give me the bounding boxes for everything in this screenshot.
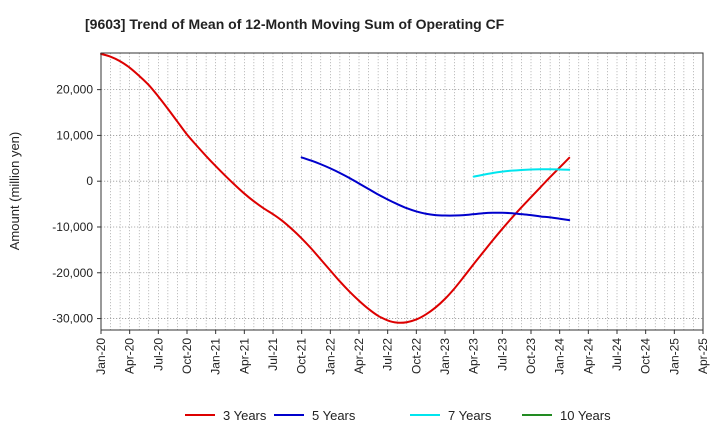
x-tick-label: Jan-24 bbox=[553, 338, 567, 375]
series-line-3-years bbox=[100, 52, 571, 324]
x-tick-label: Apr-25 bbox=[696, 338, 710, 374]
legend-label-3-years: 3 Years bbox=[223, 408, 267, 423]
series-line-5-years bbox=[300, 156, 571, 222]
x-tick-label: Oct-22 bbox=[409, 338, 423, 374]
y-tick-label: 10,000 bbox=[56, 128, 93, 142]
plot-frame bbox=[100, 52, 704, 331]
x-tick-label: Jan-23 bbox=[438, 338, 452, 375]
x-axis-ticks: Jan-20 Apr-20 Jul-20 Oct-20 Jan-21 Apr-21 Jul-… bbox=[94, 330, 710, 375]
series-line-7-years bbox=[472, 168, 571, 178]
x-tick-label: Apr-21 bbox=[237, 338, 251, 374]
x-tick-label: Jan-21 bbox=[209, 338, 223, 375]
y-axis-label: Amount (million yen) bbox=[7, 132, 22, 251]
x-tick-label: Apr-24 bbox=[581, 338, 595, 374]
x-tick-label: Jan-25 bbox=[667, 338, 681, 375]
x-tick-label: Oct-23 bbox=[524, 338, 538, 374]
x-tick-label: Oct-24 bbox=[639, 338, 653, 374]
y-tick-label: 20,000 bbox=[56, 83, 93, 97]
x-tick-label: Jul-21 bbox=[266, 338, 280, 371]
x-tick-label: Apr-20 bbox=[123, 338, 137, 374]
x-tick-label: Apr-23 bbox=[467, 338, 481, 374]
legend-label-10-years: 10 Years bbox=[560, 408, 611, 423]
legend-label-7-years: 7 Years bbox=[448, 408, 492, 423]
x-tick-label: Jul-20 bbox=[151, 338, 165, 371]
y-tick-label: 0 bbox=[86, 174, 93, 188]
x-tick-label: Oct-20 bbox=[180, 338, 194, 374]
x-tick-label: Jan-22 bbox=[323, 338, 337, 375]
x-tick-label: Jul-23 bbox=[495, 338, 509, 371]
y-tick-label: -20,000 bbox=[52, 266, 93, 280]
y-axis-ticks: 20,000 10,000 0 -10,000 -20,000 -30,000 bbox=[52, 83, 101, 326]
x-tick-label: Jul-22 bbox=[381, 338, 395, 371]
x-tick-label: Jul-24 bbox=[610, 338, 624, 371]
x-tick-label: Oct-21 bbox=[295, 338, 309, 374]
chart-title: [9603] Trend of Mean of 12-Month Moving … bbox=[85, 16, 505, 32]
legend: 3 Years 5 Years 7 Years 10 Years bbox=[185, 408, 611, 423]
legend-label-5-years: 5 Years bbox=[312, 408, 356, 423]
y-tick-label: -30,000 bbox=[52, 312, 93, 326]
grid bbox=[101, 53, 703, 330]
series-lines bbox=[100, 52, 571, 324]
x-tick-label: Jan-20 bbox=[94, 338, 108, 375]
y-tick-label: -10,000 bbox=[52, 220, 93, 234]
x-tick-label: Apr-22 bbox=[352, 338, 366, 374]
